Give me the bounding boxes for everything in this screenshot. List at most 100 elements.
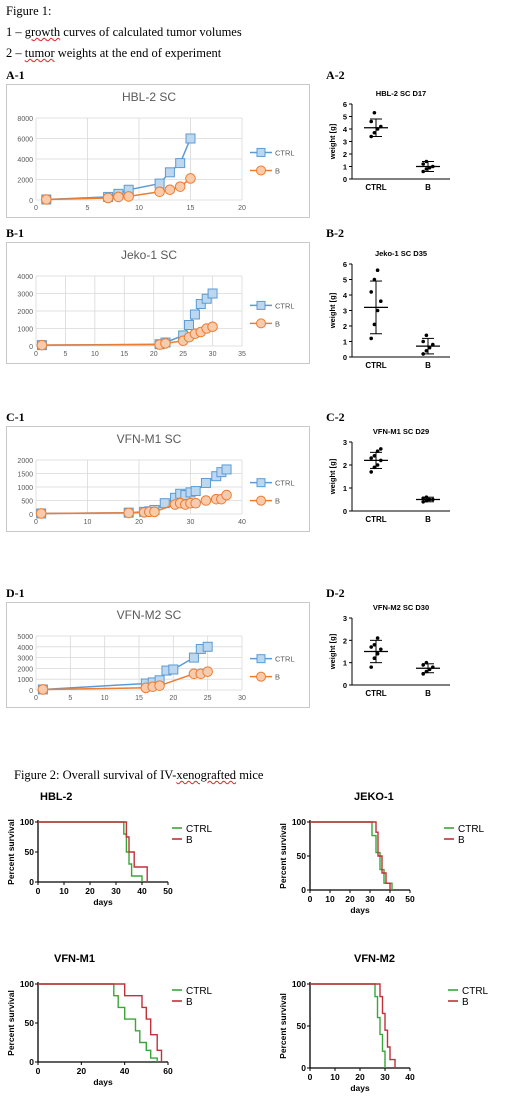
- caption-line2-flagged-word: tumor: [24, 46, 55, 60]
- data-point-ctrl: [190, 486, 201, 497]
- x-tick-label: 30: [187, 519, 195, 526]
- legend-marker-b: [256, 165, 266, 176]
- data-point-ctrl: [164, 167, 175, 178]
- x-tick-label: 0: [308, 1072, 313, 1082]
- y-tick-label: 6000: [17, 137, 33, 144]
- chart-title: Jeko-1 SC: [121, 248, 177, 262]
- legend-marker-ctrl: [256, 478, 266, 488]
- caption-line1-flagged-word: growth: [24, 25, 61, 39]
- data-point-b: [424, 349, 429, 353]
- chart-title: JEKO-1: [354, 791, 394, 803]
- legend-label: B: [458, 835, 465, 846]
- legend-label: CTRL: [186, 824, 213, 835]
- x-tick-label: 20: [85, 886, 95, 896]
- data-point-ctrl: [207, 288, 218, 299]
- data-point-ctrl: [201, 293, 212, 304]
- data-point-b: [102, 192, 114, 204]
- survival-curve-b: [38, 821, 148, 882]
- chart-title: VFN-M2: [354, 953, 395, 965]
- x-tick-label: 0: [34, 519, 38, 526]
- legend-label: CTRL: [186, 986, 213, 997]
- x-tick-label: 10: [59, 886, 69, 896]
- y-tick-label: 2: [343, 461, 347, 470]
- data-point-ctrl: [369, 336, 373, 341]
- data-point-ctrl: [372, 454, 377, 458]
- y-tick-label: 1: [343, 659, 347, 668]
- data-point-ctrl: [372, 643, 377, 647]
- data-point-b: [36, 339, 48, 351]
- y-tick-label: 50: [297, 851, 307, 861]
- x-tick-label: 30: [111, 886, 121, 896]
- data-point-b: [164, 184, 176, 196]
- growth-vfnm2-chart: VFN-M2 SC 0 1000 2000 3000 4000 5000 0 5 10 15 20 25…: [17, 608, 295, 702]
- survival-curve-ctrl: [38, 983, 158, 1062]
- data-point-b: [41, 194, 52, 205]
- figure2-caption: Figure 2: Overall survival of IV-xenogra…: [14, 768, 263, 783]
- data-point-ctrl: [375, 268, 380, 272]
- chart-title: VFN-M1 SC: [117, 432, 182, 446]
- y-tick-label: 3000: [17, 292, 33, 299]
- y-tick-label: 2000: [17, 666, 33, 673]
- growth-jeko1-chart: Jeko-1 SC 0 1000 2000 3000 4000 0 5 10 15 20 25 30 35…: [17, 248, 295, 358]
- chart-title: HBL-2 SC D17: [376, 89, 426, 98]
- y-tick-label: 4000: [17, 157, 33, 164]
- x-tick-label: 10: [330, 1072, 340, 1082]
- survival-curve-b: [310, 983, 396, 1068]
- legend-label: CTRL: [275, 655, 295, 664]
- legend-label: B: [275, 319, 280, 328]
- figure1-title: Figure 1:: [6, 4, 52, 18]
- y-tick-label: 4000: [17, 274, 33, 281]
- chart-title: HBL-2: [40, 791, 72, 803]
- y-tick-label: 0: [343, 175, 347, 184]
- data-point-ctrl: [379, 447, 383, 451]
- x-tick-label: 10: [91, 351, 99, 358]
- x-tick-label: 20: [355, 1072, 365, 1082]
- data-point-ctrl: [195, 299, 206, 309]
- data-point-ctrl: [372, 656, 377, 660]
- x-tick-label: 30: [380, 1072, 390, 1082]
- x-category-label: B: [425, 183, 431, 192]
- data-point-b: [37, 684, 49, 695]
- x-tick-label: 10: [101, 695, 109, 702]
- y-tick-label: 50: [25, 847, 35, 857]
- caption-line1-rest: curves of calculated tumor volumes: [60, 25, 242, 39]
- figure1-caption-line1: 1 – growth curves of calculated tumor vo…: [6, 25, 242, 40]
- x-tick-label: 20: [77, 1066, 87, 1076]
- legend-label: CTRL: [275, 148, 295, 157]
- y-axis-label: Percent survival: [278, 823, 288, 889]
- data-point-ctrl: [369, 645, 373, 649]
- survival-curve-b: [38, 983, 163, 1062]
- panel-label-d2: D-2: [326, 586, 345, 600]
- y-axis-label: Percent survival: [278, 993, 288, 1059]
- data-point-ctrl: [185, 133, 196, 144]
- data-point-ctrl: [372, 110, 377, 115]
- legend-marker-b: [256, 318, 266, 329]
- legend-label: CTRL: [462, 986, 489, 997]
- data-point-ctrl: [189, 309, 200, 320]
- panel-label-b1: B-1: [6, 226, 24, 240]
- y-tick-label: 4: [343, 291, 348, 300]
- x-tick-label: 0: [36, 886, 41, 896]
- legend-label: CTRL: [275, 301, 295, 310]
- data-point-ctrl: [369, 119, 373, 124]
- legend-label: B: [275, 673, 280, 682]
- data-point-b: [113, 191, 124, 203]
- data-point-ctrl: [188, 652, 199, 663]
- chart-title: HBL-2 SC: [122, 90, 176, 104]
- data-point-b: [174, 181, 186, 192]
- data-point-ctrl: [372, 277, 377, 282]
- data-point-ctrl: [372, 322, 377, 327]
- data-point-ctrl: [375, 651, 380, 656]
- caption-line2-prefix: 2 –: [6, 46, 25, 60]
- x-tick-label: 5: [68, 695, 72, 702]
- weight-jeko1-chart: Jeko-1 SC D35 0 1 2 3 4 5 6 weight [g] CTRL B: [328, 249, 450, 370]
- x-axis-label: days: [93, 1077, 113, 1087]
- legend-label: B: [462, 997, 469, 1008]
- legend-label: CTRL: [458, 824, 485, 835]
- data-point-ctrl: [375, 463, 380, 467]
- data-point-b: [200, 495, 212, 506]
- growth-vfnm1-chart: VFN-M1 SC 0 500 1000 1500 2000 0 10 20 30 40 CTRL B: [17, 432, 294, 526]
- y-tick-label: 3: [343, 438, 347, 447]
- surv-jeko1-chart: JEKO-1 0 50 100 0 10 20 30 40 50 days Percent survi…: [278, 791, 485, 915]
- x-tick-label: 20: [150, 351, 158, 358]
